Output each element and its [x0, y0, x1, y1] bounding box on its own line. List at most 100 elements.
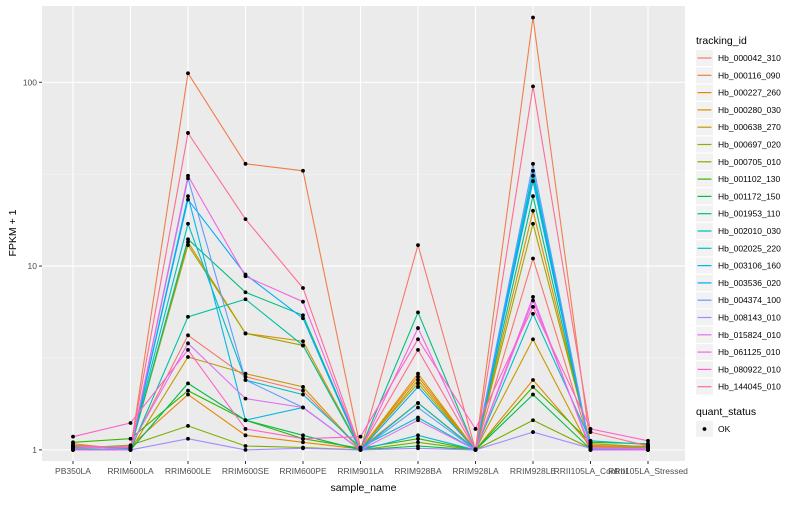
data-point	[243, 374, 248, 379]
legend-label: Hb_080922_010	[718, 364, 781, 374]
x-tick-label: RRIM901LA	[337, 466, 384, 476]
data-point	[186, 221, 190, 226]
legend2-title: quant_status	[696, 406, 756, 418]
legend-item: Hb_000116_090	[696, 67, 781, 84]
data-point	[416, 418, 420, 423]
legend-item: Hb_002025_220	[696, 240, 781, 257]
data-point	[531, 15, 535, 20]
legend-item: Hb_000638_270	[696, 119, 781, 136]
legend-label: Hb_001172_150	[718, 191, 781, 201]
data-point	[301, 436, 305, 441]
x-tick-label: RRIM600SE	[222, 466, 270, 476]
data-point	[243, 371, 248, 376]
data-point	[301, 388, 305, 393]
legend-label: Hb_003536_020	[718, 278, 781, 288]
data-point	[473, 427, 478, 431]
x-tick-label: RRIM600PE	[279, 466, 327, 476]
data-point	[301, 446, 305, 451]
data-point	[186, 424, 190, 428]
data-point	[243, 396, 248, 401]
legend2-label: OK	[718, 424, 731, 434]
data-point	[186, 173, 190, 178]
legend-label: Hb_000227_260	[718, 88, 781, 98]
data-point	[186, 197, 190, 202]
data-point	[301, 316, 305, 321]
data-point	[243, 331, 248, 336]
y-tick-label: 100	[23, 77, 37, 87]
data-point	[531, 84, 535, 89]
data-point	[243, 433, 248, 438]
legend-item: Hb_001953_110	[696, 205, 781, 222]
data-point	[186, 436, 190, 441]
legend-label: Hb_144045_010	[718, 382, 781, 392]
x-axis-title: sample_name	[331, 482, 397, 494]
legend-item: Hb_000042_310	[696, 50, 781, 66]
data-point	[531, 385, 535, 389]
x-tick-label: RRIM600LE	[165, 466, 212, 476]
legend-label: Hb_008143_010	[718, 313, 781, 323]
data-point	[531, 179, 535, 183]
legend-label: Hb_000280_030	[718, 105, 781, 115]
data-point	[416, 415, 420, 420]
legend-item: Hb_003536_020	[696, 274, 781, 291]
data-point	[588, 430, 593, 434]
data-point	[588, 438, 593, 443]
data-point	[243, 447, 248, 452]
data-point	[531, 378, 535, 382]
data-point	[531, 311, 535, 316]
x-tick-label: RRII105LA_Stressed	[608, 466, 688, 476]
legend-item: Hb_080922_010	[696, 361, 781, 378]
legend-item: Hb_000705_010	[696, 153, 781, 170]
legend-label: Hb_001102_130	[718, 174, 781, 184]
x-tick-label: RRIM600LA	[107, 466, 154, 476]
data-point	[186, 392, 190, 397]
legend-item: Hb_001102_130	[696, 171, 781, 188]
data-point	[416, 381, 420, 386]
data-point	[531, 337, 535, 342]
data-point	[588, 447, 593, 452]
data-point	[243, 274, 248, 279]
data-point	[416, 243, 420, 248]
data-point	[71, 434, 75, 439]
data-point	[243, 427, 248, 431]
data-point	[531, 304, 535, 309]
legend-title: tracking_id	[696, 35, 747, 47]
data-point	[301, 286, 305, 290]
legend-item: Hb_008143_010	[696, 309, 781, 326]
legend-label: Hb_000116_090	[718, 70, 781, 80]
data-point	[416, 433, 420, 438]
data-point	[186, 341, 190, 346]
data-point	[301, 433, 305, 438]
data-point	[416, 378, 420, 382]
data-point	[416, 374, 420, 379]
legend-label: Hb_000705_010	[718, 157, 781, 167]
data-point	[186, 237, 190, 242]
legend-item: Hb_061125_010	[696, 344, 781, 361]
legend-item: Hb_144045_010	[696, 378, 781, 395]
legend-label: Hb_002010_030	[718, 226, 781, 236]
data-point	[531, 430, 535, 434]
data-point	[531, 208, 535, 213]
data-point	[531, 392, 535, 397]
data-point	[531, 194, 535, 199]
legend-item: Hb_001172_150	[696, 188, 781, 205]
data-point	[186, 314, 190, 319]
data-point	[243, 217, 248, 222]
y-tick-label: 1	[32, 445, 37, 455]
data-point	[128, 436, 133, 441]
data-point	[301, 313, 305, 318]
legend-item: Hb_004374_100	[696, 292, 781, 309]
legend-label: Hb_000638_270	[718, 122, 781, 132]
data-point	[243, 418, 248, 423]
legend-item: Hb_000227_260	[696, 84, 781, 101]
data-point	[646, 438, 650, 443]
data-point	[358, 434, 363, 439]
data-point	[531, 161, 535, 166]
legend-label: Hb_001953_110	[718, 209, 781, 219]
data-point	[588, 427, 593, 431]
data-point	[531, 418, 535, 423]
data-point	[186, 333, 190, 338]
plot-panel	[42, 6, 685, 461]
